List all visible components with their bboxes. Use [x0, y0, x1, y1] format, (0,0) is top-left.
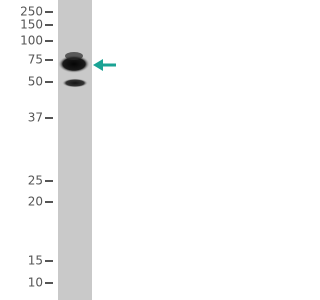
marker-label: 50: [28, 75, 43, 89]
lane: [58, 0, 92, 300]
marker-label: 150: [20, 18, 43, 32]
marker-label: 25: [28, 174, 43, 188]
band: [62, 78, 88, 88]
marker-label: 20: [28, 195, 43, 209]
marker-label: 75: [28, 53, 43, 67]
band: [58, 55, 90, 73]
marker-label: 100: [20, 34, 43, 48]
marker-label: 37: [28, 111, 43, 125]
marker-label: 15: [28, 254, 43, 268]
marker-label: 250: [20, 5, 43, 19]
marker-label: 10: [28, 276, 43, 290]
arrow: [93, 59, 116, 71]
band: [65, 52, 83, 60]
